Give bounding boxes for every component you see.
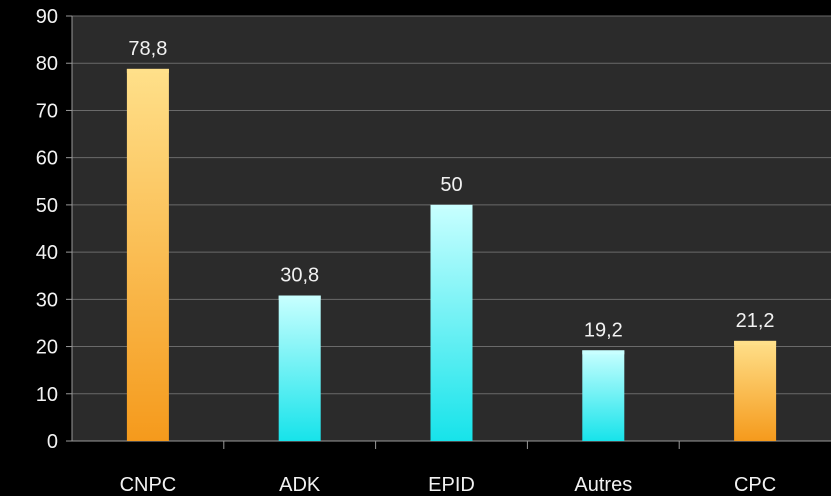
y-tick-label: 70: [36, 100, 58, 122]
bar-epid: [431, 205, 473, 441]
y-tick-label: 80: [36, 53, 58, 75]
bar-highlight: [127, 69, 169, 73]
y-tick-label: 30: [36, 289, 58, 311]
bar-cpc: [734, 341, 776, 441]
bar-autres: [582, 350, 624, 441]
category-label: EPID: [428, 474, 475, 496]
bar-highlight: [582, 350, 624, 354]
y-tick-label: 60: [36, 148, 58, 170]
y-tick-label: 40: [36, 242, 58, 264]
y-tick-label: 0: [47, 431, 58, 453]
bar-cnpc: [127, 69, 169, 441]
data-label: 30,8: [280, 265, 319, 287]
bar-highlight: [431, 205, 473, 209]
bar-highlight: [279, 296, 321, 300]
data-label: 21,2: [736, 310, 775, 332]
y-tick-label: 50: [36, 195, 58, 217]
data-label: 50: [440, 174, 462, 196]
category-label: CNPC: [120, 474, 177, 496]
category-label: CPC: [734, 474, 776, 496]
y-tick-label: 10: [36, 384, 58, 406]
data-label: 78,8: [128, 38, 167, 60]
bar-highlight: [734, 341, 776, 345]
y-tick-label: 90: [36, 6, 58, 28]
category-label: ADK: [279, 474, 321, 496]
data-label: 19,2: [584, 319, 623, 341]
y-tick-label: 20: [36, 337, 58, 359]
category-label: Autres: [574, 474, 632, 496]
bar-adk: [279, 296, 321, 441]
